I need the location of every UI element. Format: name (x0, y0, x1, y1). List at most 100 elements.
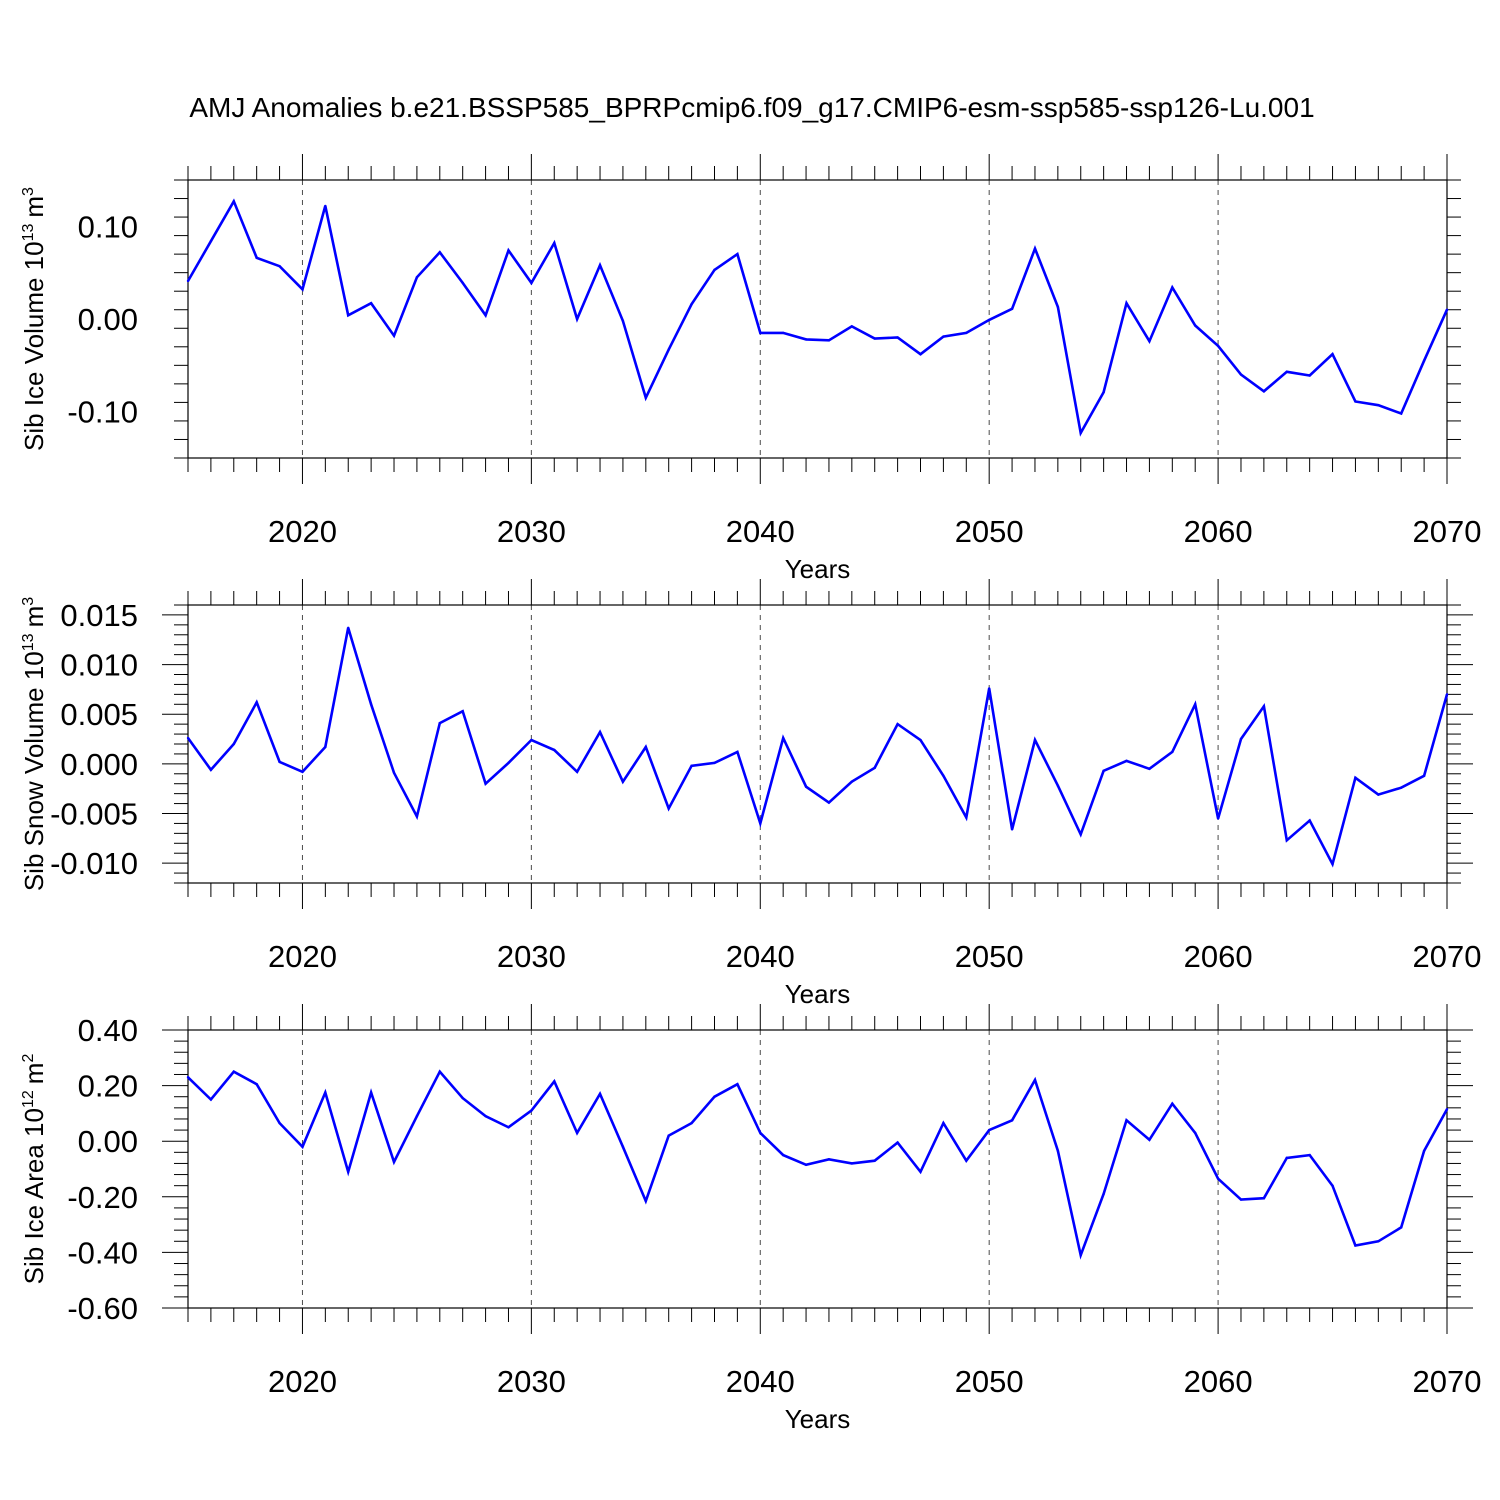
data-point (621, 1145, 625, 1148)
y-tick-label: -0.010 (50, 846, 138, 881)
x-tick-label: 2030 (497, 1364, 566, 1399)
data-point (919, 1170, 922, 1173)
data-point (232, 200, 235, 203)
data-point (1285, 370, 1288, 374)
data-point (575, 770, 579, 773)
y-axis-label-unit-exponent: 2 (20, 1054, 37, 1063)
data-point (965, 1159, 968, 1162)
x-tick-label: 2050 (955, 514, 1024, 549)
x-tick-label: 2040 (726, 939, 795, 974)
data-point (1010, 307, 1014, 311)
data-point (438, 721, 441, 725)
data-point (255, 1083, 258, 1086)
data-point (690, 1121, 693, 1125)
data-point (209, 768, 213, 772)
data-point (804, 338, 808, 341)
data-point (369, 703, 373, 706)
data-point (667, 807, 670, 810)
data-point (1377, 1240, 1380, 1243)
panel-sib-snow-volume: -0.010 -0.005 0.000 0.005 0.010 0.015 2020 2030… (19, 579, 1481, 1009)
data-point (392, 1160, 396, 1164)
y-axis-label: Sib Snow Volume 1013 m3 (19, 597, 49, 891)
data-point (347, 1170, 350, 1173)
y-axis-label-unit-exponent: 3 (20, 187, 37, 196)
y-axis-label-unit-exponent: 3 (20, 597, 37, 606)
y-axis-label-exponent: 12 (20, 1090, 37, 1108)
data-point (1262, 390, 1266, 393)
data-point (1422, 774, 1426, 777)
data-point (186, 736, 190, 740)
x-tick-label: 2070 (1413, 514, 1482, 549)
x-tick-label: 2040 (726, 514, 795, 549)
y-tick-label: 0.20 (78, 1069, 138, 1104)
data-point (186, 279, 190, 283)
data-point (987, 1128, 991, 1132)
data-point (369, 302, 373, 305)
data-point (1148, 1138, 1151, 1142)
data-point (965, 816, 968, 819)
data-point (1331, 353, 1334, 356)
series-line (187, 1069, 1449, 1260)
data-point (392, 771, 396, 774)
x-tick-label: 2020 (268, 514, 337, 549)
y-tick-label: 0.015 (60, 598, 138, 633)
data-point (942, 1121, 945, 1125)
x-axis-label: Years (785, 1404, 851, 1434)
data-point (255, 701, 258, 704)
y-tick-label: -0.005 (50, 797, 138, 832)
data-point (1079, 833, 1082, 836)
data-point (1262, 1196, 1266, 1200)
data-point (324, 204, 327, 208)
data-point (850, 325, 854, 328)
y-axis-label-main: Sib Ice Area 10 (19, 1108, 49, 1284)
data-point (278, 264, 281, 268)
plot-frame (187, 179, 1448, 459)
data-point (507, 249, 510, 252)
data-point (690, 764, 693, 768)
chart-title: AMJ Anomalies b.e21.BSSP585_BPRPcmip6.f0… (189, 92, 1314, 123)
data-point (896, 722, 899, 726)
data-point (186, 1076, 190, 1079)
data-point (1216, 344, 1220, 348)
data-point (1102, 1192, 1105, 1196)
data-point (1194, 324, 1197, 327)
data-point (553, 748, 556, 752)
data-point (1377, 403, 1380, 407)
data-point (1354, 776, 1357, 779)
data-point (942, 774, 945, 777)
data-point (1239, 737, 1243, 741)
data-point (736, 1083, 739, 1086)
panel-sib-ice-volume: -0.10 0.00 0.10 2020 2030 2040 2050 2060 2070 Yea… (19, 154, 1481, 584)
x-tick-label: 2060 (1184, 939, 1253, 974)
data-point (1308, 374, 1311, 377)
y-tick-label: -0.60 (67, 1291, 138, 1326)
data-point (278, 760, 281, 764)
data-point (1308, 819, 1311, 822)
data-point (530, 738, 533, 742)
data-point (1079, 431, 1082, 435)
data-point (942, 335, 945, 338)
data-point (713, 1095, 716, 1098)
data-point (553, 241, 556, 245)
data-point (530, 281, 533, 285)
data-point (781, 331, 785, 335)
data-point (736, 750, 739, 754)
data-point (1171, 750, 1174, 754)
data-point (484, 314, 487, 317)
data-point (1171, 286, 1174, 289)
data-point (781, 736, 785, 740)
data-point (598, 264, 602, 267)
data-point (850, 1162, 854, 1165)
data-point (1125, 759, 1128, 763)
x-tick-label: 2070 (1413, 1364, 1482, 1399)
y-tick-label: -0.20 (67, 1180, 138, 1215)
data-point (1010, 828, 1014, 831)
data-point (804, 785, 808, 788)
data-point (461, 710, 464, 713)
data-point (1422, 359, 1426, 362)
data-point (1171, 1102, 1174, 1105)
data-point (347, 314, 350, 317)
data-point (209, 239, 213, 243)
data-point (1239, 1198, 1243, 1201)
